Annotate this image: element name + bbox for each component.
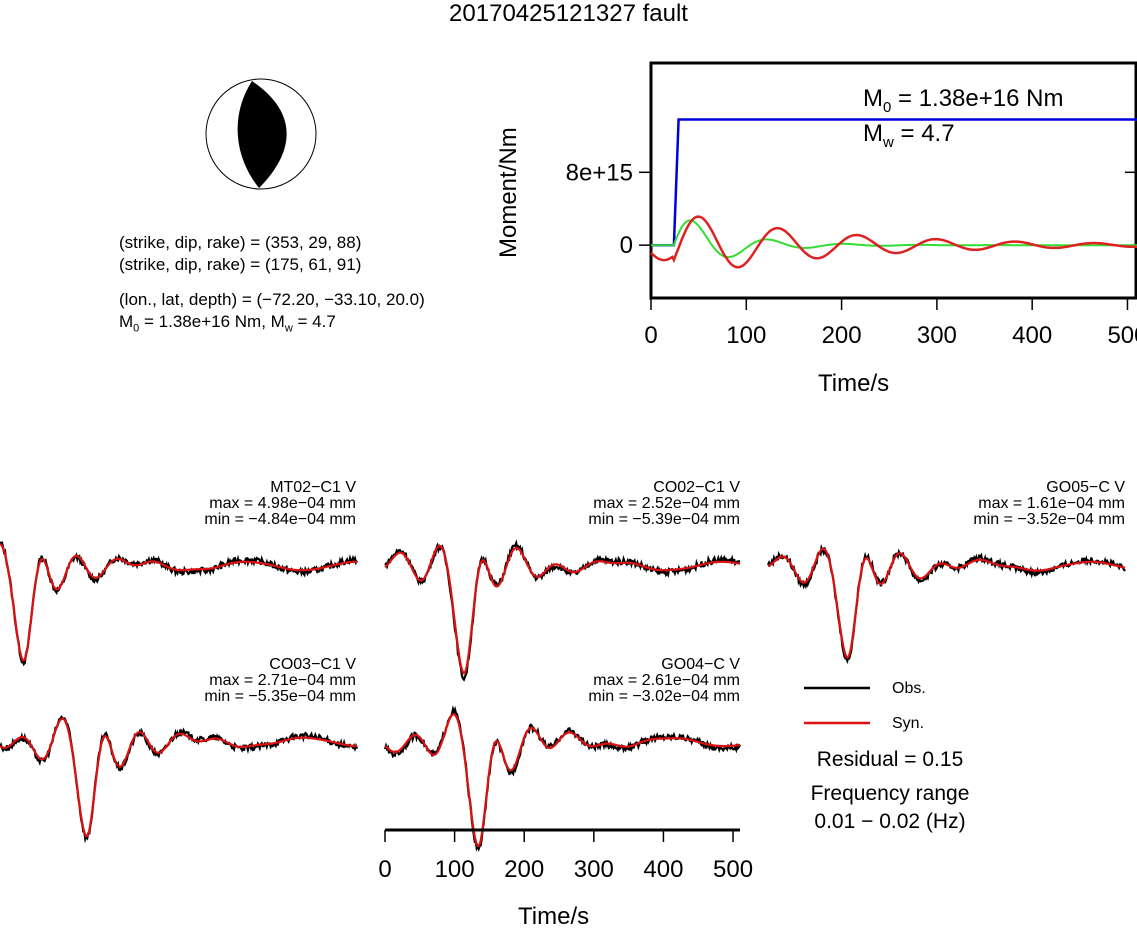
moment-green-curve [651, 219, 1137, 259]
moment-plot-frame [649, 61, 1137, 300]
legend-syn-label: Syn. [892, 715, 925, 732]
waveform-xtick-label: 200 [504, 856, 544, 883]
waveform-max-label: max = 1.61e−04 mm [978, 495, 1125, 512]
moment-xtick-label: 0 [644, 322, 657, 349]
moment-red-curve [650, 215, 1137, 269]
synthetic-trace [384, 544, 741, 675]
observed-trace [383, 705, 742, 853]
waveform-max-label: max = 2.71e−04 mm [209, 672, 356, 689]
moment-xtick-label: 300 [917, 322, 957, 349]
moment-ytick-label: 8e+15 [566, 159, 633, 186]
waveform-panels: 0 100 200 300 400 500 [0, 539, 1126, 883]
waveform-max-label: max = 2.52e−04 mm [593, 495, 740, 512]
legend-obs-label: Obs. [892, 680, 926, 697]
waveform-max-label: max = 4.98e−04 mm [209, 495, 356, 512]
waveform-station-label: MT02−C1 V [270, 479, 356, 496]
waveform-xtick-label: 0 [378, 856, 391, 883]
synthetic-trace [767, 547, 1126, 659]
moment-xtick-label: 200 [822, 322, 862, 349]
synthetic-trace [0, 717, 357, 838]
moment-xtick-label: 500 [1107, 322, 1137, 349]
moment-ylabel: Moment/Nm [495, 127, 522, 258]
synthetic-trace [384, 713, 741, 847]
frequency-range-title: Frequency range [810, 782, 970, 805]
frequency-range-value: 0.01 − 0.02 (Hz) [814, 810, 966, 833]
waveform-xlabel: Time/s [518, 903, 590, 930]
moment-xtick-label: 400 [1012, 322, 1052, 349]
waveform-max-label: max = 2.61e−04 mm [593, 672, 740, 689]
waveform-station-label: GO04−C V [661, 656, 740, 673]
waveform-station-label: CO03−C1 V [269, 656, 356, 673]
waveform-min-label: min = −3.02e−04 mm [588, 688, 740, 705]
moment-xlabel: Time/s [818, 370, 890, 397]
location-depth: (lon., lat, depth) = (−72.20, −33.10, 20… [119, 290, 425, 309]
synthetic-trace [0, 542, 357, 662]
moment-xtick-label: 100 [726, 322, 766, 349]
waveform-min-label: min = −5.35e−04 mm [204, 688, 356, 705]
waveform-xtick-label: 100 [435, 856, 475, 883]
residual-text: Residual = 0.15 [816, 748, 964, 771]
moment-annotation-m0: M0 = 1.38e+16 Nm [863, 85, 1064, 116]
waveform-xtick-label: 300 [574, 856, 614, 883]
observed-trace [0, 541, 358, 667]
focal-mechanism-beachball [205, 78, 317, 190]
moment-plot: 0 8e+15 0 100 200 300 400 500 [566, 61, 1137, 349]
waveform-min-label: min = −4.84e−04 mm [204, 511, 356, 528]
moment-annotation-mw: Mw = 4.7 [863, 120, 955, 151]
waveform-station-label: CO02−C1 V [653, 479, 740, 496]
legend-lines [804, 686, 870, 725]
page-title: 20170425121327 fault [449, 0, 688, 27]
waveform-station-label: GO05−C V [1046, 479, 1125, 496]
nodal-plane-2: (strike, dip, rake) = (175, 61, 91) [119, 255, 362, 274]
waveform-min-label: min = −3.52e−04 mm [973, 511, 1125, 528]
moment-magnitude-text: M0 = 1.38e+16 Nm, Mw = 4.7 [119, 312, 336, 335]
waveform-min-label: min = −5.39e−04 mm [588, 511, 740, 528]
nodal-plane-1: (strike, dip, rake) = (353, 29, 88) [119, 233, 362, 252]
waveform-xtick-label: 500 [713, 856, 753, 883]
moment-ytick-label: 0 [620, 232, 633, 259]
waveform-xtick-label: 400 [643, 856, 683, 883]
